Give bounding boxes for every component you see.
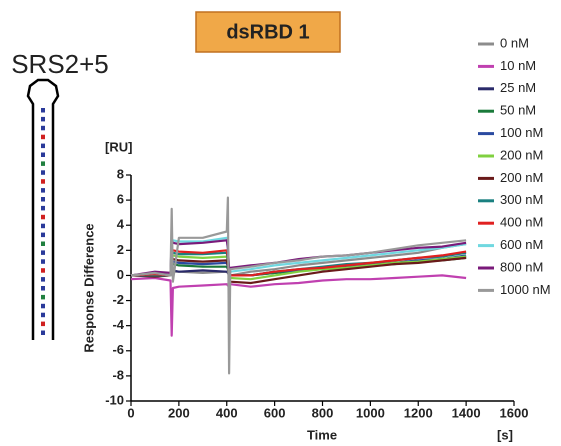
base-pair xyxy=(41,179,45,184)
base-pair xyxy=(41,214,45,220)
base-pair xyxy=(41,205,45,211)
y-unit: [RU] xyxy=(105,139,132,154)
y-tick-label: 8 xyxy=(117,166,124,181)
x-tick-label: 1600 xyxy=(500,405,529,420)
legend-label: 1000 nM xyxy=(500,282,551,297)
legend-label: 300 nM xyxy=(500,192,543,207)
x-tick-label: 1000 xyxy=(356,405,385,420)
base-pair xyxy=(41,268,45,273)
base-pair xyxy=(41,116,45,122)
base-pair xyxy=(41,161,45,166)
base-pair xyxy=(41,286,45,291)
base-pair xyxy=(41,321,45,327)
y-tick-label: -4 xyxy=(112,317,124,332)
y-tick-label: 4 xyxy=(117,217,125,232)
base-pair xyxy=(41,303,45,309)
x-tick-label: 800 xyxy=(312,405,334,420)
base-pair xyxy=(41,197,45,202)
legend-label: 200 nM xyxy=(500,147,543,162)
legend-label: 50 nM xyxy=(500,103,536,118)
legend-label: 25 nM xyxy=(500,80,536,95)
base-pair xyxy=(41,108,45,113)
x-tick-label: 400 xyxy=(216,405,238,420)
legend-label: 100 nM xyxy=(500,125,543,140)
y-tick-label: 6 xyxy=(117,192,124,207)
base-pair xyxy=(41,125,45,131)
base-pair xyxy=(41,223,45,229)
base-pair xyxy=(41,143,45,149)
base-pair xyxy=(41,250,45,255)
x-unit: [s] xyxy=(497,427,513,442)
legend-label: 10 nM xyxy=(500,58,536,73)
legend-label: 800 nM xyxy=(500,259,543,274)
x-tick-label: 600 xyxy=(264,405,286,420)
base-pair xyxy=(41,294,45,300)
y-tick-label: -6 xyxy=(112,342,124,357)
base-pair xyxy=(41,170,45,175)
construct-label: SRS2+5 xyxy=(11,49,109,79)
base-pair xyxy=(41,232,45,238)
chart-title: dsRBD 1 xyxy=(226,21,309,43)
hairpin-outline xyxy=(26,78,60,340)
y-tick-label: -2 xyxy=(112,292,124,307)
x-axis-label: Time xyxy=(307,427,337,442)
x-tick-label: 0 xyxy=(127,405,134,420)
legend-label: 400 nM xyxy=(500,215,543,230)
base-pair xyxy=(41,277,45,282)
y-tick-label: -8 xyxy=(112,367,124,382)
base-pair xyxy=(41,152,45,157)
base-pair xyxy=(41,188,45,193)
x-tick-label: 1200 xyxy=(404,405,433,420)
legend-label: 0 nM xyxy=(500,35,529,50)
y-tick-label: 0 xyxy=(117,267,124,282)
legend-label: 600 nM xyxy=(500,237,543,252)
y-tick-label: -10 xyxy=(105,392,124,407)
x-tick-label: 200 xyxy=(168,405,190,420)
base-pair xyxy=(41,312,45,318)
series-line xyxy=(130,196,467,375)
series-line xyxy=(130,274,467,337)
base-pair xyxy=(41,259,45,264)
base-pair xyxy=(41,134,45,140)
base-pair xyxy=(41,330,45,335)
title-box xyxy=(195,11,341,53)
y-axis-label: Response Difference xyxy=(81,223,96,352)
y-tick-label: 2 xyxy=(117,242,124,257)
base-pair xyxy=(41,241,45,246)
hairpin xyxy=(26,78,60,340)
legend-label: 200 nM xyxy=(500,170,543,185)
x-tick-label: 1400 xyxy=(452,405,481,420)
